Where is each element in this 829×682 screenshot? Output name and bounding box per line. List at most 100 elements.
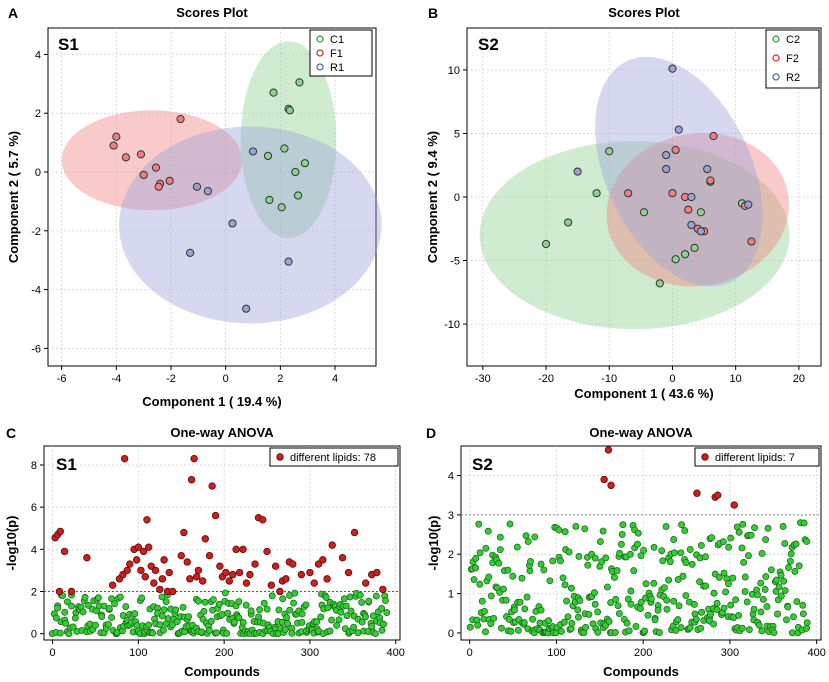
panel-2-ns-point-6	[56, 629, 64, 637]
panel-2-ns-point-295	[365, 597, 373, 605]
panel-3-ns-point-47	[507, 627, 515, 635]
panel-1-point-R2-3	[662, 164, 671, 174]
panel-2-ns-point-245	[313, 618, 321, 626]
panel-2-ns-point-5	[54, 604, 62, 612]
panel-3-ns-point-353	[777, 592, 785, 600]
panel-3-ns-point-120	[572, 523, 580, 530]
panel-3-ns-point-277	[710, 589, 718, 597]
panel-3-ns-point-309	[739, 520, 747, 528]
panel-0-xtick-label-4: 2	[277, 373, 283, 385]
panel-2-ns-point-271	[340, 595, 348, 603]
panel-2-sig-point-31	[180, 528, 188, 537]
panel-2-ns-point-14	[63, 598, 71, 606]
panel-3-ns-point-191	[634, 529, 642, 537]
panel-2-ns-point-83	[138, 594, 146, 602]
panel-2-ns-point-141	[200, 607, 208, 615]
panel-d-points	[466, 446, 811, 637]
panel-3-ns-point-106	[560, 618, 568, 626]
panel-2-ns-point-301	[372, 592, 380, 600]
panel-2-ns-point-232	[298, 619, 306, 626]
panel-3-ns-point-166	[613, 567, 621, 575]
panel-3-ns-point-262	[697, 542, 705, 549]
panel-0-point-C1-9	[277, 203, 286, 212]
panel-3-ns-point-286	[719, 538, 727, 546]
panel-3-ns-point-328	[757, 579, 765, 587]
panel-3-ns-point-266	[702, 553, 709, 561]
panel-0-ellipse-R1	[119, 126, 382, 324]
panel-3-ns-point-300	[732, 596, 740, 604]
panel-3-ns-point-84	[540, 566, 548, 574]
panel-2-ns-point-46	[98, 613, 106, 620]
panel-2-sig-point-56	[263, 547, 271, 556]
panel-3-ns-point-315	[744, 552, 752, 560]
panel-d-title: One-way ANOVA	[589, 425, 693, 440]
panel-3-ns-point-245	[682, 592, 690, 600]
panel-2-ns-point-39	[92, 621, 99, 629]
panel-3-ns-point-102	[557, 557, 564, 565]
panel-2-ns-point-104	[160, 606, 168, 614]
panel-3-ns-point-293	[725, 543, 733, 551]
panel-2-sig-point-58	[271, 562, 280, 570]
panel-3-ns-point-230	[670, 536, 678, 543]
panel-3-ns-point-104	[557, 628, 565, 635]
panel-0-ellipse-C1	[240, 41, 337, 239]
panel-3-legend-label: different lipids: 7	[715, 452, 795, 464]
panel-2-ns-point-249	[317, 613, 325, 621]
panel-b-scores-plot-s2: -30 -20 -10 0 10 20 -10 -5 0 5 10 B Scores Plot S2…	[425, 5, 822, 401]
panel-c-ylabel: -log10(p)	[4, 516, 19, 571]
panel-3-ns-point-35	[496, 533, 504, 541]
panel-2-legend-box	[269, 447, 399, 467]
panel-2-ns-point-224	[290, 599, 297, 607]
panel-3-ns-point-193	[637, 598, 645, 606]
panel-2-ns-point-10	[61, 608, 69, 616]
panel-0-point-F1-2	[121, 153, 131, 162]
panel-1-point-R2-9	[744, 200, 753, 209]
panel-3-ns-point-308	[738, 624, 746, 632]
panel-3-ns-point-178	[623, 619, 631, 627]
panel-b-title: Scores Plot	[608, 5, 680, 20]
panel-1-point-F2-5	[684, 205, 693, 214]
panel-3-ns-point-333	[761, 585, 769, 593]
panel-3-ns-point-145	[594, 628, 602, 636]
panel-3-ns-point-182	[627, 587, 635, 595]
panel-3-ns-point-210	[651, 616, 659, 624]
panel-0-legend-label-C1: C1	[330, 34, 344, 46]
panel-d-xlabel: Compounds	[603, 664, 679, 679]
panel-3-ns-point-263	[698, 608, 706, 616]
panel-1-ytick-label-4: 10	[448, 65, 460, 77]
panel-3-ns-point-279	[713, 606, 721, 614]
panel-2-ns-point-105	[162, 598, 170, 606]
panel-2-ns-point-139	[198, 628, 206, 636]
panel-2-ns-point-274	[343, 612, 351, 620]
panel-2-ns-point-126	[185, 613, 193, 621]
panel-c-sublabel: S1	[56, 455, 77, 474]
panel-3-ns-point-40	[502, 596, 510, 604]
panel-2-sig-point-2	[55, 587, 64, 596]
panel-2-sig-point-25	[158, 575, 167, 583]
panel-2-ns-point-308	[380, 620, 387, 628]
panel-3-ns-point-71	[529, 615, 536, 623]
panel-2-ns-point-199	[263, 605, 271, 613]
panel-1-legend-label-R2: R2	[786, 72, 800, 84]
panel-3-ns-point-358	[783, 616, 790, 624]
panel-2-ns-point-225	[291, 589, 299, 597]
panel-3-ns-point-243	[681, 527, 689, 535]
panel-3-ns-point-200	[642, 580, 650, 588]
panel-3-ns-point-63	[522, 532, 530, 540]
panel-2-ns-point-102	[158, 612, 166, 620]
panel-2-sig-point-19	[143, 516, 151, 524]
panel-0-point-F1-5	[139, 170, 148, 180]
panel-2-sig-point-53	[251, 560, 259, 568]
panel-2-sig-point-63	[289, 560, 297, 568]
panel-a-points	[109, 78, 310, 313]
panel-3-ns-point-218	[659, 557, 667, 565]
panel-3-ns-point-222	[663, 605, 671, 613]
panel-1-ytick-label-2: 0	[454, 192, 460, 204]
panel-0-point-C1-7	[291, 167, 300, 177]
panel-2-sig-point-45	[222, 568, 230, 577]
panel-2-ns-point-15	[65, 630, 73, 638]
panel-3-ns-point-305	[735, 528, 743, 536]
panel-2-sig-point-69	[323, 575, 331, 583]
panel-3-ns-point-124	[575, 553, 583, 560]
